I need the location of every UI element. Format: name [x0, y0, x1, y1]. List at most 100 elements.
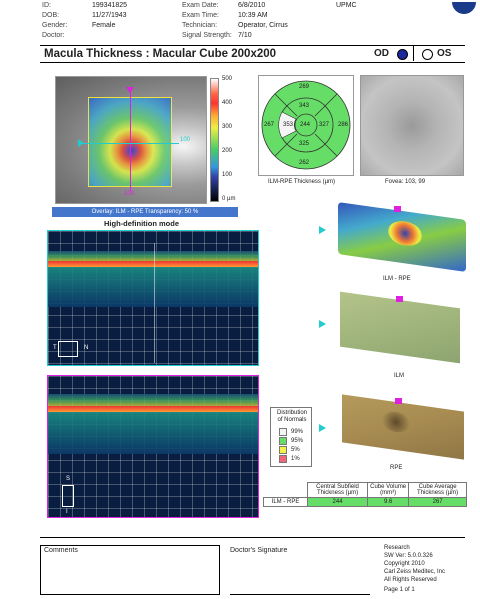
- technician: Operator, Cirrus: [238, 22, 288, 29]
- os-radio-icon[interactable]: [422, 49, 433, 60]
- vertical-scan-line: [130, 91, 131, 191]
- dob-label: DOB:: [42, 12, 60, 19]
- cube-volume-value: 9.6: [367, 497, 410, 507]
- signature-line: [230, 594, 370, 595]
- summary-header: Cube Volume (mm³): [367, 482, 410, 498]
- scan-marker: [154, 243, 155, 363]
- cyan-marker-icon: [319, 320, 326, 328]
- comments-label: Comments: [44, 547, 78, 554]
- bscan-horizontal: [47, 230, 259, 366]
- gender-label: Gender:: [42, 22, 68, 29]
- etdrs-inner-left: 353: [283, 122, 294, 128]
- eye-od-label: OD: [374, 48, 389, 59]
- doctor-label: Doctor:: [42, 32, 65, 39]
- title-bar: [40, 45, 465, 63]
- etdrs-grid: [261, 80, 351, 170]
- organization: UPMC: [336, 2, 357, 9]
- rpe-spot: [382, 410, 410, 434]
- orientation-box-top: [58, 341, 78, 357]
- scale-label: 500: [222, 76, 233, 82]
- scale-label: 0 µm: [222, 196, 236, 202]
- comments-box[interactable]: [40, 545, 220, 595]
- signature-label: Doctor's Signature: [230, 547, 288, 554]
- orient-label: I: [66, 509, 68, 515]
- technician-label: Technician:: [182, 22, 218, 29]
- summary-table: Central Subfield Thickness (µm) Cube Vol…: [263, 482, 467, 507]
- fundus-image: [55, 76, 207, 204]
- summary-header: Cube Average Thickness (µm): [408, 482, 467, 498]
- orient-label: T: [53, 345, 57, 351]
- fovea-caption: Fovea: 103, 99: [385, 179, 426, 185]
- rpe-layer: [48, 406, 258, 412]
- horizontal-scan-line: [81, 143, 179, 144]
- summary-row-label: ILM - RPE: [263, 497, 308, 507]
- exam-time-label: Exam Time:: [182, 12, 219, 19]
- page-number: Page 1 of 1: [384, 587, 415, 593]
- bscan-vertical: [47, 375, 259, 518]
- orient-label: N: [84, 345, 89, 351]
- page-title: Macula Thickness : Macular Cube 200x200: [44, 48, 277, 60]
- cyan-marker-icon[interactable]: [78, 139, 84, 147]
- etdrs-caption: ILM-RPE Thickness (µm): [268, 179, 336, 185]
- fundus-bottom-label: 100: [124, 191, 135, 197]
- fovea-image: [360, 75, 464, 176]
- scale-label: 300: [222, 124, 233, 130]
- cyan-marker-icon: [319, 424, 326, 432]
- footer-divider: [40, 537, 465, 538]
- magenta-marker-icon: [394, 206, 401, 212]
- overlay-caption[interactable]: Overlay: ILM - RPE Transparency: 50 %: [52, 207, 238, 217]
- etdrs-panel: 269 343 267 353 244 327 286 325 262: [258, 75, 354, 176]
- etdrs-inner-bottom: 325: [299, 141, 310, 147]
- scale-label: 400: [222, 100, 233, 106]
- etdrs-outer-bottom: 262: [299, 160, 310, 166]
- legend-swatch: [279, 428, 287, 436]
- orientation-box-bottom: [62, 485, 74, 507]
- cube-average-value: 267: [408, 497, 467, 507]
- choroid-layer: [48, 412, 258, 454]
- legend-title: Distribution of Normals: [276, 410, 307, 423]
- eye-os-label: OS: [437, 48, 452, 59]
- signal-label: Signal Strength:: [182, 32, 232, 39]
- magenta-marker-icon[interactable]: [126, 87, 134, 93]
- surface-label: ILM - RPE: [383, 276, 411, 282]
- rpe-layer: [48, 261, 258, 267]
- fovea-pit: [388, 219, 422, 248]
- legend-label: 95%: [291, 438, 304, 444]
- legend-swatch: [279, 446, 287, 454]
- exam-date: 6/8/2010: [238, 2, 266, 9]
- normals-legend: Distribution of Normals 99% 95% 5% 1%: [270, 407, 312, 467]
- footer-info: Research: [384, 545, 410, 551]
- central-thickness-value: 244: [306, 497, 369, 507]
- legend-swatch: [279, 455, 287, 463]
- etdrs-center: 244: [300, 122, 311, 128]
- id-label: ID:: [42, 2, 51, 9]
- magenta-marker-icon: [396, 296, 403, 302]
- od-selected-icon[interactable]: [397, 49, 408, 60]
- scale-label: 100: [222, 172, 233, 178]
- patient-id: 199341825: [92, 2, 128, 9]
- summary-header: Central Subfield Thickness (µm): [306, 482, 369, 498]
- legend-swatch: [279, 437, 287, 445]
- patient-dob: 11/27/1943: [92, 12, 127, 19]
- orient-label: S: [66, 476, 71, 482]
- fundus-right-label: 100: [180, 137, 191, 143]
- surface-label: ILM: [394, 373, 405, 379]
- exam-time: 10:39 AM: [238, 12, 268, 19]
- eye-divider: [413, 46, 414, 61]
- color-scale-bar: [210, 78, 219, 202]
- etdrs-outer-left: 267: [264, 122, 275, 128]
- zeiss-logo-icon: [452, 2, 476, 14]
- choroid-layer: [48, 267, 258, 307]
- signal-strength: 7/10: [238, 32, 252, 39]
- cyan-marker-icon: [319, 226, 326, 234]
- etdrs-outer-top: 269: [299, 84, 310, 90]
- mode-label: High-definition mode: [104, 219, 179, 228]
- footer-info: All Rights Reserved: [384, 577, 437, 583]
- surface-rpe: [342, 394, 464, 460]
- exam-date-label: Exam Date:: [182, 2, 219, 9]
- retina-layer: [48, 394, 258, 406]
- patient-gender: Female: [92, 22, 116, 29]
- etdrs-outer-right: 286: [338, 122, 349, 128]
- legend-label: 1%: [291, 456, 300, 462]
- surface-label: RPE: [390, 465, 403, 471]
